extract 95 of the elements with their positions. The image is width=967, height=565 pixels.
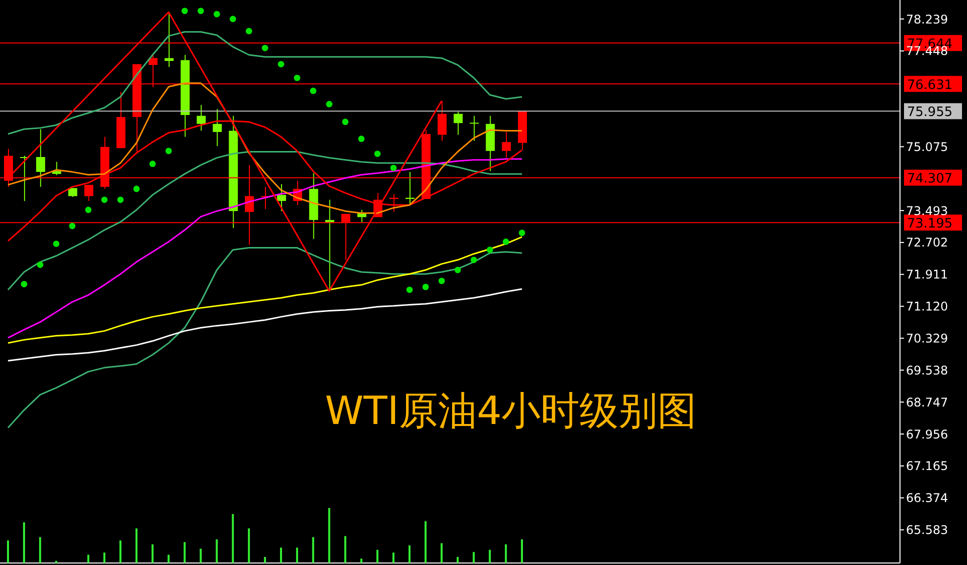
point: [454, 266, 461, 274]
point: [181, 8, 188, 14]
point: [246, 28, 252, 34]
point: [230, 16, 236, 22]
bar: [216, 539, 218, 563]
candlestick: [164, 12, 174, 68]
point: [310, 88, 316, 94]
bar: [456, 556, 459, 563]
bar: [424, 521, 427, 563]
y-tick-label: 66.374: [906, 491, 948, 506]
point: [294, 74, 300, 82]
point: [518, 230, 526, 236]
y-tick-label: 69.538: [906, 363, 948, 378]
point: [36, 262, 44, 268]
y-tick-label: 68.747: [906, 395, 948, 410]
bar: [360, 558, 362, 563]
point: [198, 8, 204, 14]
y-tick-label: 67.956: [906, 427, 948, 442]
point: [486, 246, 494, 254]
bar: [248, 528, 250, 563]
bar: [87, 554, 90, 563]
point: [262, 44, 268, 52]
point: [85, 206, 92, 214]
candlestick: [212, 108, 222, 147]
point: [278, 60, 284, 68]
candlestick: [454, 111, 463, 136]
point: [214, 10, 220, 18]
bar: [328, 508, 330, 563]
y-tick-label: 72.702: [906, 236, 948, 250]
point: [101, 196, 108, 203]
bar: [200, 548, 202, 563]
point: [149, 160, 156, 168]
bar: [280, 548, 282, 563]
bar: [504, 544, 507, 563]
bar: [440, 543, 443, 563]
point: [502, 238, 510, 245]
bar: [344, 536, 346, 563]
line-series: [7, 158, 523, 339]
line-series: [7, 31, 523, 135]
bar: [520, 539, 523, 563]
bar: [376, 550, 378, 563]
y-tick-label: 73.493: [906, 204, 948, 218]
y-tick-label: 65.583: [906, 523, 948, 538]
y-tick-label: 70.329: [906, 332, 948, 346]
point: [390, 164, 397, 172]
line-series: [7, 288, 523, 362]
bar: [7, 540, 9, 563]
point: [358, 136, 365, 142]
bar: [408, 545, 411, 563]
point: [374, 150, 381, 157]
bar: [168, 554, 170, 563]
point: [438, 278, 445, 284]
bar: [152, 544, 154, 563]
candlestick: [52, 161, 62, 176]
line-series: [7, 151, 523, 291]
point: [406, 286, 413, 293]
bar: [184, 542, 186, 563]
bar: [264, 556, 266, 563]
bar: [23, 522, 26, 563]
y-tick-label: 67.165: [906, 459, 948, 474]
point: [69, 222, 76, 230]
bar: [135, 528, 138, 563]
bar: [488, 550, 491, 563]
point: [422, 284, 429, 290]
point: [117, 196, 124, 203]
candlestick: [196, 104, 206, 132]
ref-line-label: 76.631: [907, 78, 952, 93]
y-tick-label: 75.075: [906, 140, 948, 154]
candlestick: [470, 115, 479, 142]
point: [53, 240, 60, 247]
y-tick-label: 71.911: [906, 268, 948, 282]
bar: [119, 540, 122, 563]
point: [165, 148, 172, 154]
candlestick: [502, 131, 511, 158]
bar: [472, 552, 475, 563]
y-tick-label: 71.120: [906, 300, 948, 314]
ref-line-label: 75.955: [907, 105, 952, 120]
point: [133, 186, 140, 192]
bar: [296, 548, 298, 563]
point: [470, 256, 477, 264]
bar: [232, 514, 234, 563]
point: [20, 280, 28, 288]
bar: [312, 537, 314, 563]
bar: [392, 552, 394, 563]
ref-line-label: 73.195: [907, 216, 952, 232]
bar: [39, 537, 42, 563]
text: WTI原油4小时级别图: [325, 388, 697, 436]
candlestick: [84, 184, 94, 202]
bar: [103, 552, 106, 563]
candlestick: [36, 128, 46, 188]
ref-line-label: 74.307: [907, 172, 952, 187]
y-tick-label: 78.239: [906, 12, 948, 26]
point: [326, 100, 332, 108]
point: [342, 118, 349, 126]
candlestick: [277, 184, 286, 212]
